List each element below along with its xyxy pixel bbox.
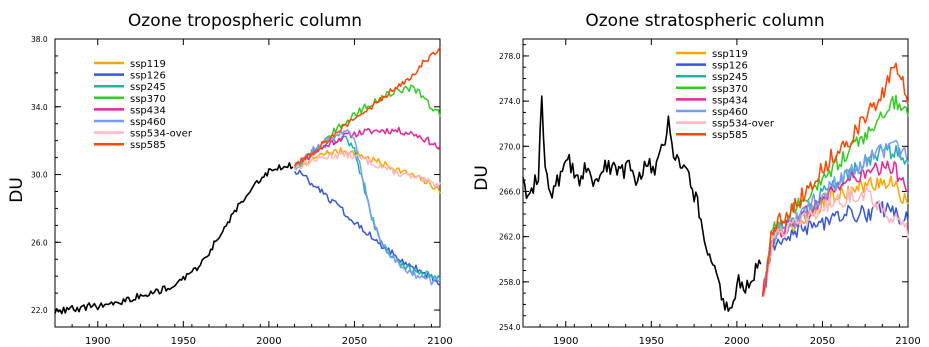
y-axis-label: DU <box>7 177 27 203</box>
series-line-historical <box>522 95 762 312</box>
y-tick-label: 270.0 <box>499 142 521 151</box>
legend-label: ssp460 <box>712 107 748 118</box>
x-tick-label: 2100 <box>427 336 452 347</box>
x-tick-label: 2050 <box>342 336 367 347</box>
series-lines <box>522 62 909 312</box>
series-line-ssp534-over <box>294 150 441 188</box>
legend-label: ssp370 <box>712 84 748 95</box>
legend-label: ssp460 <box>130 117 166 128</box>
y-tick-label: 266.0 <box>499 187 521 196</box>
legend: ssp119ssp126ssp245ssp370ssp434ssp460ssp5… <box>676 49 775 141</box>
series-line-historical <box>54 162 294 315</box>
chart-title: Ozone tropospheric column <box>128 11 362 31</box>
legend-label: ssp585 <box>712 130 748 141</box>
series-line-ssp126 <box>761 200 909 297</box>
y-tick-label: 262.0 <box>499 233 521 242</box>
legend-label: ssp119 <box>130 59 166 70</box>
y-tick-label: 30.0 <box>31 171 48 180</box>
legend: ssp119ssp126ssp245ssp370ssp434ssp460ssp5… <box>94 59 193 151</box>
legend-label: ssp126 <box>130 71 166 82</box>
y-tick-label: 254.0 <box>499 323 521 332</box>
legend-label: ssp434 <box>130 105 166 116</box>
tropospheric-chart: Ozone tropospheric column DU 22.0 26.0 30.… <box>7 11 453 347</box>
series-line-ssp460 <box>293 129 441 286</box>
legend-label: ssp585 <box>130 140 166 151</box>
legend-label: ssp245 <box>712 72 748 83</box>
series-line-ssp126 <box>293 169 441 287</box>
y-tick-label: 22.0 <box>31 306 48 315</box>
x-tick-label: 2000 <box>256 336 281 347</box>
x-tick-label: 1900 <box>85 336 110 347</box>
y-tick-label: 26.0 <box>31 238 48 247</box>
x-tick-label: 2100 <box>895 336 920 347</box>
y-tick-label: 38.0 <box>31 35 48 44</box>
x-tick-label: 2000 <box>724 336 749 347</box>
legend-label: ssp534-over <box>130 129 193 140</box>
legend-label: ssp370 <box>130 94 166 105</box>
legend-label: ssp434 <box>712 95 748 106</box>
x-tick-label: 1950 <box>639 336 664 347</box>
series-lines <box>54 46 441 315</box>
x-tick-label: 1900 <box>553 336 578 347</box>
axis-ticks: 22.0 26.0 30.0 34.0 38.0 1900 1950 2000 2050 2100 <box>31 35 453 347</box>
x-tick-label: 2050 <box>810 336 835 347</box>
chart-title: Ozone stratospheric column <box>585 11 824 31</box>
axis-ticks: 254.0 258.0 262.0 266.0 270.0 274.0 278.0 1900 1… <box>499 39 921 347</box>
series-line-ssp534-over <box>762 186 909 297</box>
series-line-ssp370 <box>761 94 909 297</box>
series-line-ssp585 <box>761 62 909 297</box>
y-tick-label: 34.0 <box>31 103 48 112</box>
legend-label: ssp245 <box>130 82 166 93</box>
plot-frame <box>54 38 441 328</box>
y-axis-label: DU <box>472 165 492 191</box>
y-tick-label: 274.0 <box>499 97 521 106</box>
legend-label: ssp534-over <box>712 119 775 130</box>
x-tick-label: 1950 <box>171 336 196 347</box>
series-line-ssp370 <box>294 84 441 169</box>
legend-label: ssp119 <box>712 49 748 60</box>
series-line-ssp434 <box>761 160 909 297</box>
series-line-ssp585 <box>293 46 441 167</box>
y-tick-label: 278.0 <box>499 52 521 61</box>
stratospheric-chart: Ozone stratospheric column DU 254.0 258.0… <box>472 11 921 347</box>
y-tick-label: 258.0 <box>499 278 521 287</box>
legend-label: ssp126 <box>712 61 748 72</box>
plot-frame <box>522 38 909 328</box>
